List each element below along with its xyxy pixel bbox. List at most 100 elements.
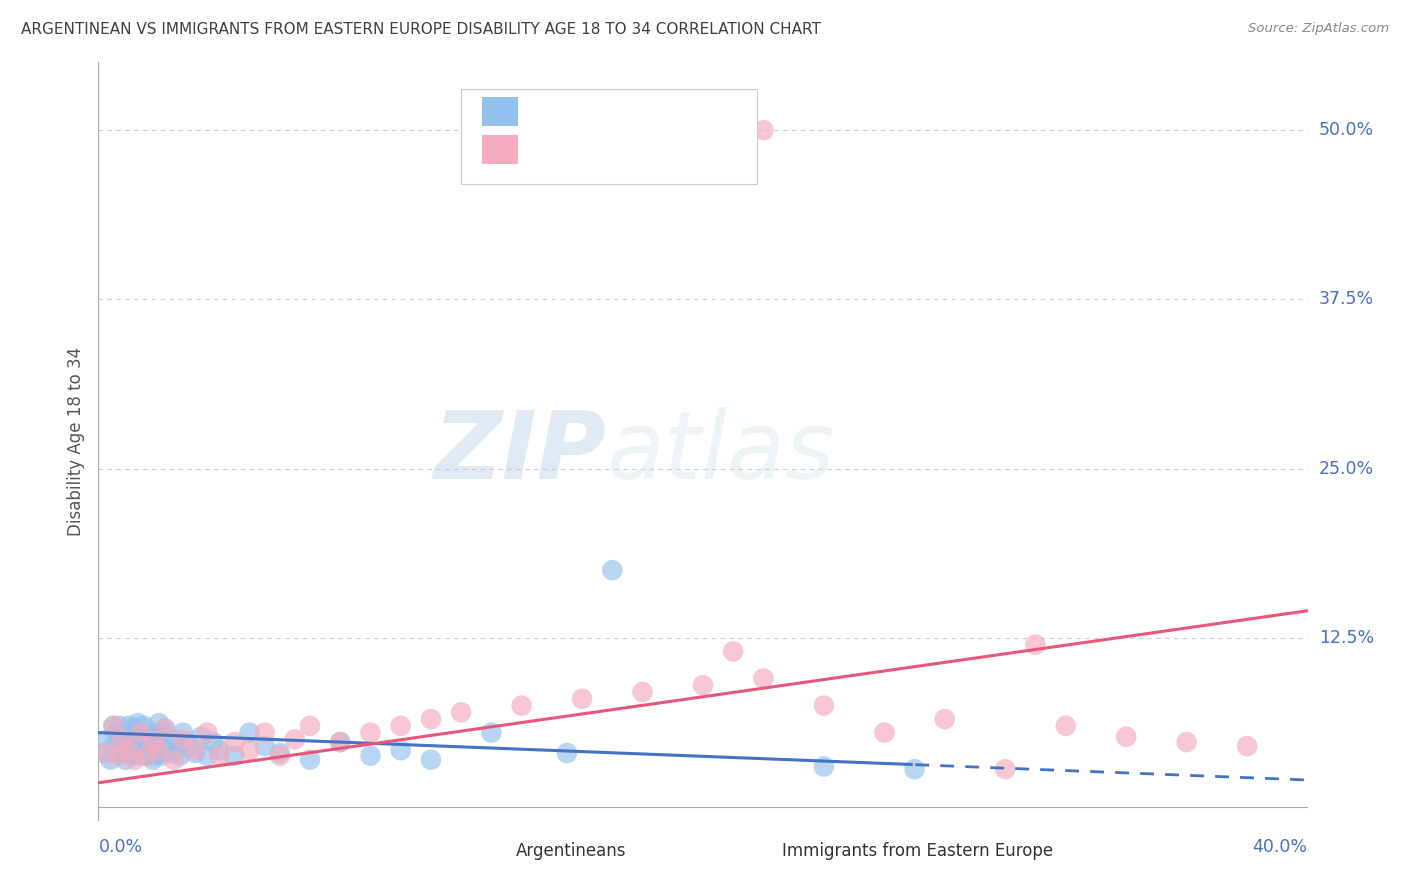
Point: [105, 725, 128, 739]
Point: [114, 725, 136, 739]
Point: [555, 746, 578, 760]
Point: [299, 753, 322, 767]
Point: [208, 748, 231, 763]
Point: [389, 743, 412, 757]
Point: [163, 753, 186, 767]
Point: [195, 748, 218, 763]
Point: [148, 716, 170, 731]
Point: [299, 719, 322, 733]
Point: [224, 748, 246, 763]
Point: [184, 743, 207, 757]
Point: [108, 719, 131, 733]
Point: [121, 732, 143, 747]
Point: [510, 698, 533, 713]
Point: [108, 746, 131, 760]
Point: [132, 743, 155, 757]
Point: [124, 753, 146, 767]
Point: [127, 716, 149, 731]
Point: [127, 735, 149, 749]
Point: [135, 748, 157, 763]
Text: 37.5%: 37.5%: [1319, 291, 1374, 309]
Point: [253, 725, 276, 739]
Point: [904, 762, 927, 776]
Point: [631, 685, 654, 699]
Point: [129, 748, 152, 763]
Point: [96, 746, 118, 760]
Text: 12.5%: 12.5%: [1319, 629, 1374, 647]
Point: [269, 746, 291, 760]
Point: [813, 698, 835, 713]
Point: [142, 725, 165, 739]
Point: [208, 743, 231, 757]
Point: [129, 725, 152, 739]
Point: [139, 730, 162, 744]
Point: [813, 759, 835, 773]
Point: [752, 123, 775, 137]
Point: [145, 748, 167, 763]
Point: [135, 748, 157, 763]
FancyBboxPatch shape: [482, 136, 517, 164]
Point: [145, 735, 167, 749]
Point: [118, 739, 141, 754]
Point: [135, 739, 157, 754]
Point: [195, 725, 218, 739]
Point: [190, 730, 212, 744]
Point: [103, 739, 125, 754]
Point: [1175, 735, 1198, 749]
Point: [124, 743, 146, 757]
Point: [329, 735, 352, 749]
Point: [148, 743, 170, 757]
Point: [360, 748, 382, 763]
Point: [571, 691, 593, 706]
Text: Source: ZipAtlas.com: Source: ZipAtlas.com: [1249, 22, 1389, 36]
Point: [153, 722, 176, 736]
Point: [103, 719, 125, 733]
Point: [284, 732, 307, 747]
Point: [118, 743, 141, 757]
Text: atlas: atlas: [606, 408, 835, 499]
Point: [1054, 719, 1077, 733]
Point: [114, 753, 136, 767]
Point: [129, 725, 152, 739]
Point: [172, 725, 194, 739]
Point: [1024, 638, 1046, 652]
Point: [172, 732, 194, 747]
Point: [108, 748, 131, 763]
Point: [103, 719, 125, 733]
Point: [93, 746, 115, 760]
Point: [153, 743, 176, 757]
FancyBboxPatch shape: [734, 838, 769, 864]
Point: [602, 563, 624, 577]
Point: [148, 739, 170, 754]
Point: [100, 753, 122, 767]
Point: [239, 743, 262, 757]
Point: [202, 735, 225, 749]
Point: [166, 743, 188, 757]
FancyBboxPatch shape: [467, 838, 503, 864]
Point: [111, 739, 134, 754]
Point: [111, 732, 134, 747]
Point: [752, 672, 775, 686]
Point: [156, 739, 179, 754]
Point: [160, 746, 183, 760]
Point: [132, 719, 155, 733]
Point: [179, 739, 201, 754]
Point: [96, 732, 118, 747]
Point: [360, 725, 382, 739]
Point: [118, 719, 141, 733]
Text: ZIP: ZIP: [433, 407, 606, 499]
Point: [450, 706, 472, 720]
Point: [389, 719, 412, 733]
Y-axis label: Disability Age 18 to 34: Disability Age 18 to 34: [66, 347, 84, 536]
Text: Argentineans: Argentineans: [516, 842, 626, 860]
Text: 40.0%: 40.0%: [1253, 838, 1308, 855]
Point: [420, 712, 443, 726]
Point: [269, 748, 291, 763]
Point: [142, 735, 165, 749]
Point: [1115, 730, 1137, 744]
Point: [723, 644, 745, 658]
Point: [150, 748, 173, 763]
Point: [153, 722, 176, 736]
Point: [420, 753, 443, 767]
Text: 0.0%: 0.0%: [98, 838, 142, 855]
